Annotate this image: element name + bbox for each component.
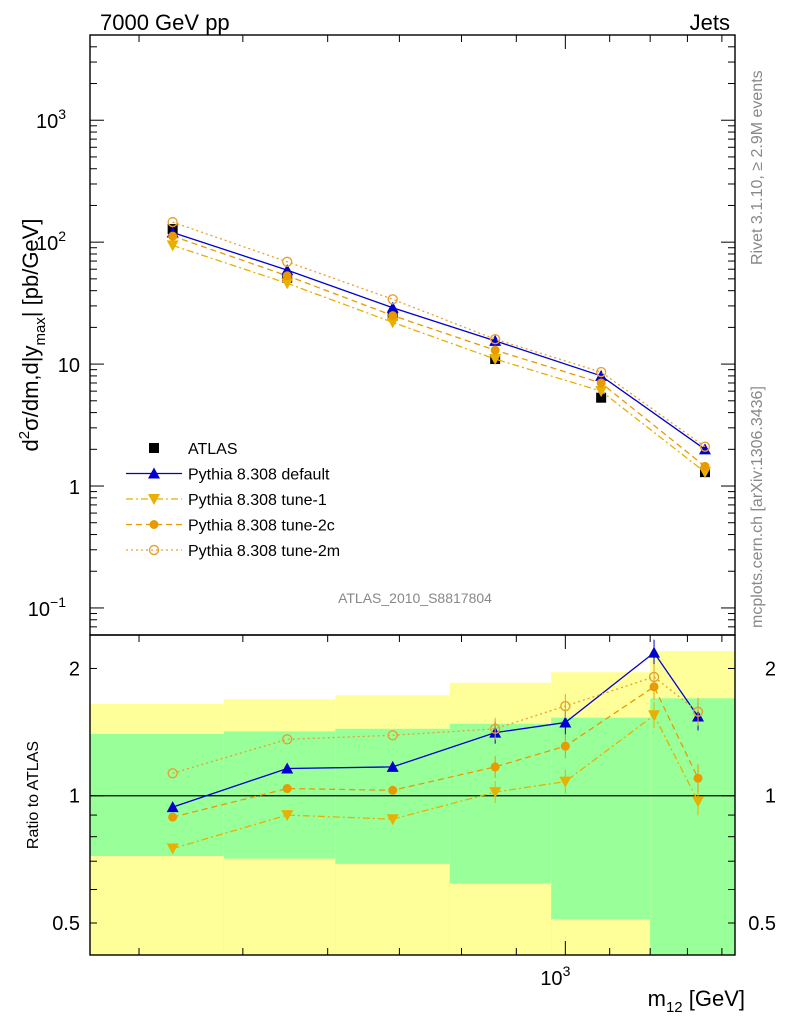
legend-marker	[148, 494, 160, 505]
ratio-point	[387, 730, 398, 741]
ratio-tick-label-right: 1	[765, 786, 776, 808]
header-left: 7000 GeV pp	[100, 10, 230, 35]
data-point	[698, 467, 711, 479]
ratio-point	[648, 710, 661, 722]
band-yellow-lower	[335, 863, 450, 955]
ratio-point	[692, 796, 705, 808]
data-point	[595, 369, 608, 381]
data-point	[168, 231, 178, 241]
ratio-point	[489, 787, 502, 799]
ratio-tick-label: 0.5	[52, 913, 80, 935]
data-point	[700, 461, 710, 471]
data-point	[596, 392, 607, 403]
data-point	[699, 441, 711, 452]
ratio-point	[281, 762, 294, 774]
x-tick-label: 103	[540, 963, 570, 990]
header-right: Jets	[690, 10, 730, 35]
data-point	[595, 386, 608, 398]
side-label-bottom: mcplots.cern.ch [arXiv:1306.3436]	[749, 386, 766, 628]
ratio-panel-marks	[166, 639, 705, 855]
ratio-point	[693, 773, 703, 783]
ratio-point	[386, 814, 399, 826]
data-point	[167, 216, 178, 228]
legend-marker	[148, 544, 160, 556]
ratio-point	[282, 784, 292, 794]
ratio-point	[386, 760, 399, 772]
svg-text:m12 [GeV]: m12 [GeV]	[648, 986, 745, 1016]
ratio-tick-label: 1	[69, 786, 80, 808]
series-line	[172, 221, 706, 448]
ratio-point	[560, 741, 570, 751]
data-point	[596, 378, 606, 388]
side-label-top: Rivet 3.1.10, ≥ 2.9M events	[749, 70, 766, 265]
legend-marker	[149, 443, 159, 453]
data-point	[282, 271, 292, 281]
analysis-label: ATLAS_2010_S8817804	[338, 590, 492, 606]
ratio-point	[560, 700, 571, 712]
ratio-point	[166, 801, 179, 813]
ratio-tick-label: 2	[69, 658, 80, 680]
data-point	[489, 354, 502, 366]
y-tick-label: 10	[58, 355, 80, 377]
ratio-point	[281, 810, 294, 822]
legend-label: ATLAS	[188, 441, 238, 458]
ratio-point	[559, 716, 572, 728]
band-green	[650, 698, 735, 955]
data-point	[698, 443, 711, 455]
band-yellow-lower	[223, 858, 336, 955]
y-tick-label: 1	[69, 477, 80, 499]
band-yellow-lower	[449, 883, 552, 955]
data-point	[489, 333, 501, 345]
y-tick-label: 10−1	[28, 594, 66, 621]
series-line	[172, 235, 706, 467]
legend-label: Pythia 8.308 tune-2m	[188, 543, 340, 560]
data-point	[281, 264, 294, 276]
ratio-point	[692, 706, 704, 717]
legend-marker	[149, 520, 159, 529]
legend: ATLAS Pythia 8.308 default Pythia 8.308 tu…	[126, 441, 340, 560]
legend-label: Pythia 8.308 tune-1	[188, 492, 327, 509]
ratio-tick-label-right: 2	[765, 658, 776, 680]
band-yellow-lower	[551, 919, 651, 955]
y-tick-label: 103	[36, 106, 66, 133]
data-point	[281, 256, 293, 268]
series-line	[172, 231, 706, 450]
band-yellow-lower	[90, 856, 224, 955]
ratio-point	[281, 734, 293, 745]
ratio-uncertainty-bands	[90, 650, 735, 955]
ratio-point	[166, 843, 179, 855]
data-point	[595, 366, 607, 378]
ratio-y-axis-label: Ratio to ATLAS	[25, 741, 42, 849]
ratio-point	[648, 646, 661, 658]
data-point	[388, 311, 398, 321]
ratio-panel-frame	[89, 634, 736, 956]
ratio-point	[489, 723, 501, 734]
data-point	[387, 294, 398, 305]
ratio-point	[168, 812, 178, 822]
ratio-point	[388, 785, 398, 795]
ratio-point	[559, 776, 572, 788]
series-line	[172, 244, 706, 473]
main-panel-marks	[166, 216, 711, 479]
ratio-tick-label-right: 0.5	[748, 913, 776, 935]
data-point	[490, 345, 500, 355]
data-point	[166, 240, 179, 252]
legend-marker	[148, 467, 160, 479]
ratio-point	[648, 671, 660, 683]
data-point	[281, 278, 294, 290]
ratio-point	[167, 768, 178, 779]
main-panel-frame	[89, 34, 736, 636]
data-point	[386, 317, 399, 329]
legend-label: Pythia 8.308 tune-2c	[188, 518, 335, 535]
band-green	[551, 717, 651, 955]
ratio-point	[490, 762, 500, 772]
legend-label: Pythia 8.308 default	[188, 467, 330, 484]
data-point	[386, 301, 399, 313]
x-axis-label: m12 [GeV]	[648, 986, 745, 1016]
